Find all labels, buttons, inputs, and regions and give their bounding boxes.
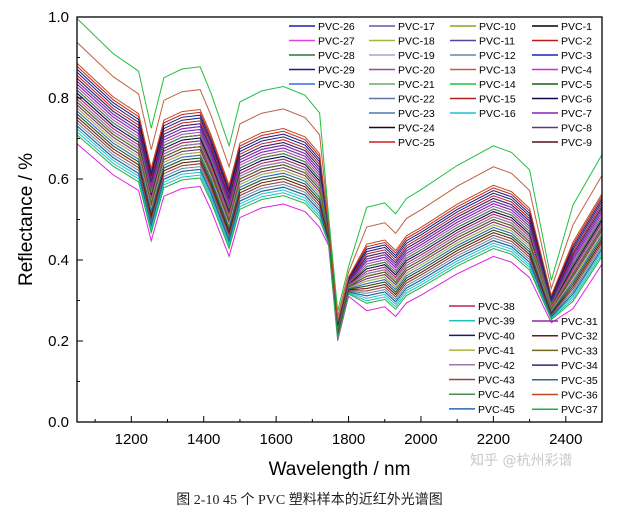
plot-frame (76, 16, 603, 423)
x-tick-label: 2400 (549, 431, 582, 448)
series-line-pvc-13 (76, 42, 603, 317)
y-axis-title: Reflectance / % (16, 153, 37, 286)
legend-label-pvc-5: PVC-5 (561, 79, 592, 91)
legend-label-pvc-25: PVC-25 (398, 137, 435, 149)
series-lines (76, 18, 603, 341)
legend-label-pvc-44: PVC-44 (478, 389, 515, 401)
legend-label-pvc-8: PVC-8 (561, 123, 592, 135)
legend-label-pvc-6: PVC-6 (561, 94, 592, 106)
legend-label-pvc-9: PVC-9 (561, 137, 592, 149)
legend-label-pvc-15: PVC-15 (479, 94, 516, 106)
spectra-chart: 1200 1400 1600 1800 2000 2200 2400 0.0 0.2 0.4 0.6… (16, 9, 603, 480)
legend-label-pvc-45: PVC-45 (478, 404, 515, 416)
x-axis-title: Wavelength / nm (269, 459, 411, 480)
legend-label-pvc-42: PVC-42 (478, 360, 515, 372)
legend-label-pvc-11: PVC-11 (479, 36, 515, 48)
legend-label-pvc-29: PVC-29 (318, 65, 355, 77)
figure-caption: 图 2-10 45 个 PVC 塑料样本的近红外光谱图 (176, 493, 443, 508)
legend-label-pvc-38: PVC-38 (478, 301, 515, 313)
legend-label-pvc-34: PVC-34 (561, 360, 598, 372)
legend-label-pvc-19: PVC-19 (398, 50, 435, 62)
axes: 1200 1400 1600 1800 2000 2200 2400 0.0 0.2 0.4 0.6… (48, 9, 603, 448)
series-line-pvc-33 (76, 101, 603, 332)
legend-label-pvc-2: PVC-2 (561, 36, 592, 48)
legend-label-pvc-3: PVC-3 (561, 50, 592, 62)
series-line-pvc-14 (76, 18, 603, 312)
legend-label-pvc-17: PVC-17 (398, 21, 435, 33)
legend-label-pvc-20: PVC-20 (398, 65, 435, 77)
series-line-pvc-45 (76, 110, 603, 334)
legend-label-pvc-14: PVC-14 (479, 79, 516, 91)
legend-label-pvc-32: PVC-32 (561, 331, 598, 343)
legend-label-pvc-10: PVC-10 (479, 21, 516, 33)
x-tick-label: 2200 (477, 431, 510, 448)
series-line-pvc-35 (76, 125, 603, 337)
legend-label-pvc-31: PVC-31 (561, 316, 598, 328)
legend-label-pvc-28: PVC-28 (318, 50, 355, 62)
legend-label-pvc-43: PVC-43 (478, 375, 515, 387)
legend-label-pvc-16: PVC-16 (479, 108, 516, 120)
legend-label-pvc-39: PVC-39 (478, 316, 515, 328)
y-tick-label: 0.4 (48, 252, 69, 269)
legend-label-pvc-24: PVC-24 (398, 123, 435, 135)
y-tick-label: 0.0 (48, 414, 69, 431)
legend-label-pvc-40: PVC-40 (478, 330, 515, 342)
watermark: 知乎 @杭州彩谱 (470, 453, 573, 469)
y-tick-label: 1.0 (48, 9, 69, 26)
x-tick-label: 1600 (259, 431, 292, 448)
y-tick-label: 0.6 (48, 171, 69, 188)
legend-label-pvc-35: PVC-35 (561, 375, 598, 387)
legend-label-pvc-4: PVC-4 (561, 65, 592, 77)
series-line-pvc-19 (76, 110, 603, 334)
legend-label-pvc-7: PVC-7 (561, 108, 592, 120)
series-line-pvc-37 (76, 134, 603, 339)
legend-label-pvc-22: PVC-22 (398, 94, 435, 106)
legend-label-pvc-21: PVC-21 (398, 79, 435, 91)
legend: PVC-26 PVC-27 PVC-28 PVC-29 PVC-30 PVC-17 PVC-… (289, 21, 598, 416)
legend-label-pvc-1: PVC-1 (561, 21, 592, 33)
legend-label-pvc-37: PVC-37 (561, 404, 598, 416)
legend-label-pvc-36: PVC-36 (561, 390, 598, 402)
x-tick-label: 1200 (115, 431, 148, 448)
x-tick-label: 1400 (187, 431, 220, 448)
y-tick-label: 0.8 (48, 90, 69, 107)
y-tick-label: 0.2 (48, 333, 69, 350)
legend-label-pvc-41: PVC-41 (478, 345, 515, 357)
legend-label-pvc-30: PVC-30 (318, 79, 355, 91)
legend-label-pvc-12: PVC-12 (479, 50, 516, 62)
x-tick-label: 1800 (332, 431, 365, 448)
legend-label-pvc-13: PVC-13 (479, 65, 516, 77)
series-line-pvc-36 (76, 62, 603, 322)
x-tick-label: 2000 (404, 431, 437, 448)
legend-label-pvc-33: PVC-33 (561, 345, 598, 357)
legend-label-pvc-23: PVC-23 (398, 108, 435, 120)
legend-label-pvc-18: PVC-18 (398, 36, 435, 48)
legend-label-pvc-27: PVC-27 (318, 36, 355, 48)
legend-label-pvc-26: PVC-26 (318, 21, 355, 33)
